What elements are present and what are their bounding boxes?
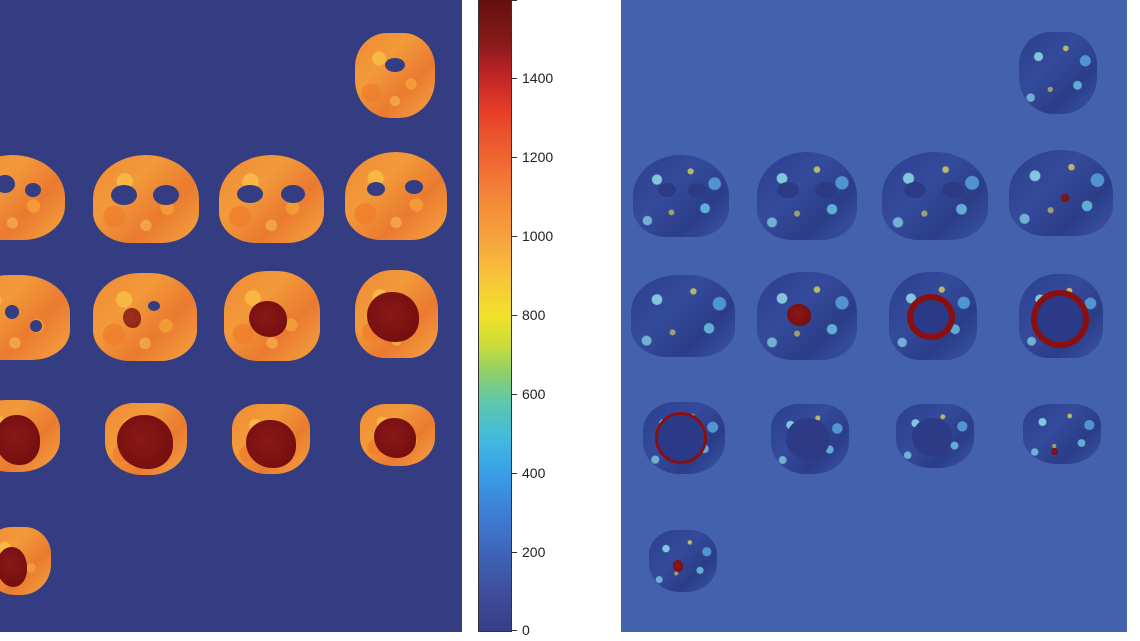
colorbar-tick-label: 600 — [522, 386, 546, 402]
colorbar-tick-label: 0 — [522, 622, 530, 638]
slice-image — [896, 404, 974, 468]
slice-image — [93, 273, 197, 361]
slice-image — [232, 404, 310, 474]
slice-image — [0, 527, 51, 595]
slice-image — [105, 403, 187, 475]
colorbar-tick-label: 1400 — [522, 70, 554, 86]
colorbar-tick-label: 800 — [522, 307, 546, 323]
slice-image — [0, 155, 65, 240]
slice-image — [224, 271, 320, 361]
colorbar-tick — [511, 315, 517, 316]
colorbar-tick — [511, 394, 517, 395]
slice-image — [355, 270, 438, 358]
slice-image — [0, 400, 60, 472]
colorbar-tick — [511, 236, 517, 237]
slice-image — [633, 155, 729, 237]
colorbar-tick-label: 1000 — [522, 228, 554, 244]
colorbar-tick — [511, 473, 517, 474]
slice-image — [889, 272, 977, 360]
slice-image — [360, 404, 435, 466]
slice-image — [355, 33, 435, 118]
colorbar-tick — [511, 552, 517, 553]
left-map-montage — [0, 0, 462, 632]
colorbar-tick — [511, 0, 517, 1]
slice-image — [1019, 274, 1103, 358]
slice-image — [345, 152, 447, 240]
slice-image — [631, 275, 735, 357]
colorbar — [478, 0, 512, 632]
colorbar-tick — [511, 630, 517, 631]
colorbar-tick-label: 200 — [522, 544, 546, 560]
slice-image — [757, 272, 857, 360]
slice-image — [771, 404, 849, 474]
slice-image — [757, 152, 857, 240]
slice-image — [649, 530, 717, 592]
slice-image — [1019, 32, 1097, 114]
colorbar-tick — [511, 157, 517, 158]
slice-image — [882, 152, 988, 240]
slice-image — [0, 275, 70, 360]
slice-image — [93, 155, 199, 243]
slice-image — [643, 402, 725, 474]
slice-image — [219, 155, 324, 243]
slice-image — [1023, 404, 1101, 464]
colorbar-tick — [511, 78, 517, 79]
colorbar-tick-label: 1200 — [522, 149, 554, 165]
right-map-montage — [621, 0, 1127, 632]
colorbar-tick-label: 1600 — [522, 0, 553, 3]
slice-image — [1009, 150, 1113, 236]
colorbar-tick-label: 400 — [522, 465, 546, 481]
